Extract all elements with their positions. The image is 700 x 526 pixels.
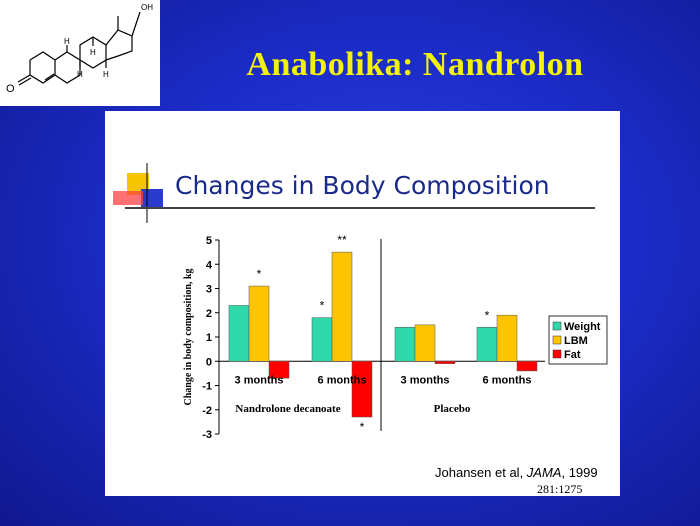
y-axis-label: Change in body composition, kg: [183, 269, 194, 406]
plot-area: 5 4 3 2 1 0 -1 -2 -3 Change in body composition, …: [183, 233, 608, 441]
bar-lbm: [496, 314, 518, 362]
x-category-label: 6 months: [318, 374, 367, 386]
chart-canvas: 5 4 3 2 1 0 -1 -2 -3 Change in body composition, …: [113, 163, 608, 441]
bar-fat: [434, 361, 456, 364]
molecule-h-label: H: [90, 48, 96, 57]
citation-reference: 281:1275: [537, 482, 583, 496]
bar-weight: [311, 317, 333, 362]
heading-decoration-icon: [113, 163, 595, 223]
bar-weight: [394, 327, 416, 362]
y-tick-label: -3: [202, 429, 212, 441]
y-tick-label: 2: [206, 308, 212, 320]
legend-swatch-lbm: [552, 335, 562, 345]
group-label: Placebo: [434, 403, 471, 415]
bar-lbm: [331, 251, 353, 362]
bar-lbm: [414, 324, 436, 362]
bar-weight: [476, 327, 498, 362]
citation-year: , 1999: [561, 465, 598, 480]
legend-label-lbm: LBM: [564, 335, 588, 347]
x-category-label: 3 months: [401, 374, 450, 386]
y-tick-label: -1: [202, 381, 212, 393]
bar-weight: [228, 305, 250, 362]
bar-fat: [268, 361, 290, 379]
chart-title: Changes in Body Composition: [175, 171, 550, 200]
nandrolone-molecule-icon: OH H H H H O: [6, 3, 153, 95]
citation-authors: Johansen et al,: [435, 465, 527, 480]
molecule-h-label: H: [103, 70, 109, 79]
molecule-h-label: H: [77, 70, 83, 79]
slide-title: Anabolika: Nandrolon: [246, 46, 584, 83]
x-category-label: 6 months: [483, 374, 532, 386]
chart-panel: 5 4 3 2 1 0 -1 -2 -3 Change in body composition, …: [105, 111, 620, 496]
y-tick-label: 0: [206, 356, 212, 368]
legend-swatch-weight: [552, 321, 562, 331]
significance-annotation: **: [337, 233, 347, 247]
bar-fat: [351, 361, 373, 418]
molecule-o-label: O: [6, 83, 15, 95]
x-category-label: 3 months: [235, 374, 284, 386]
significance-annotation: *: [485, 308, 490, 322]
steroid-structure-diagram: OH H H H H O: [0, 0, 160, 106]
molecule-h-label: H: [64, 37, 70, 46]
legend-label-fat: Fat: [564, 349, 581, 361]
bar-lbm: [248, 285, 270, 362]
legend-label-weight: Weight: [564, 321, 601, 333]
y-tick-label: 1: [206, 332, 212, 344]
citation: Johansen et al, JAMA, 1999: [435, 465, 598, 480]
y-tick-label: 3: [206, 284, 212, 296]
y-tick-label: -2: [202, 405, 212, 417]
significance-annotation: *: [320, 299, 325, 313]
y-tick-label: 5: [206, 235, 212, 247]
legend-swatch-fat: [552, 349, 562, 359]
significance-annotation: *: [257, 267, 262, 281]
bar-fat: [516, 361, 538, 372]
citation-journal: JAMA: [526, 465, 562, 480]
group-label: Nandrolone decanoate: [235, 403, 340, 415]
molecule-oh-label: OH: [141, 3, 153, 12]
y-tick-label: 4: [206, 259, 213, 271]
significance-annotation: *: [360, 420, 365, 434]
